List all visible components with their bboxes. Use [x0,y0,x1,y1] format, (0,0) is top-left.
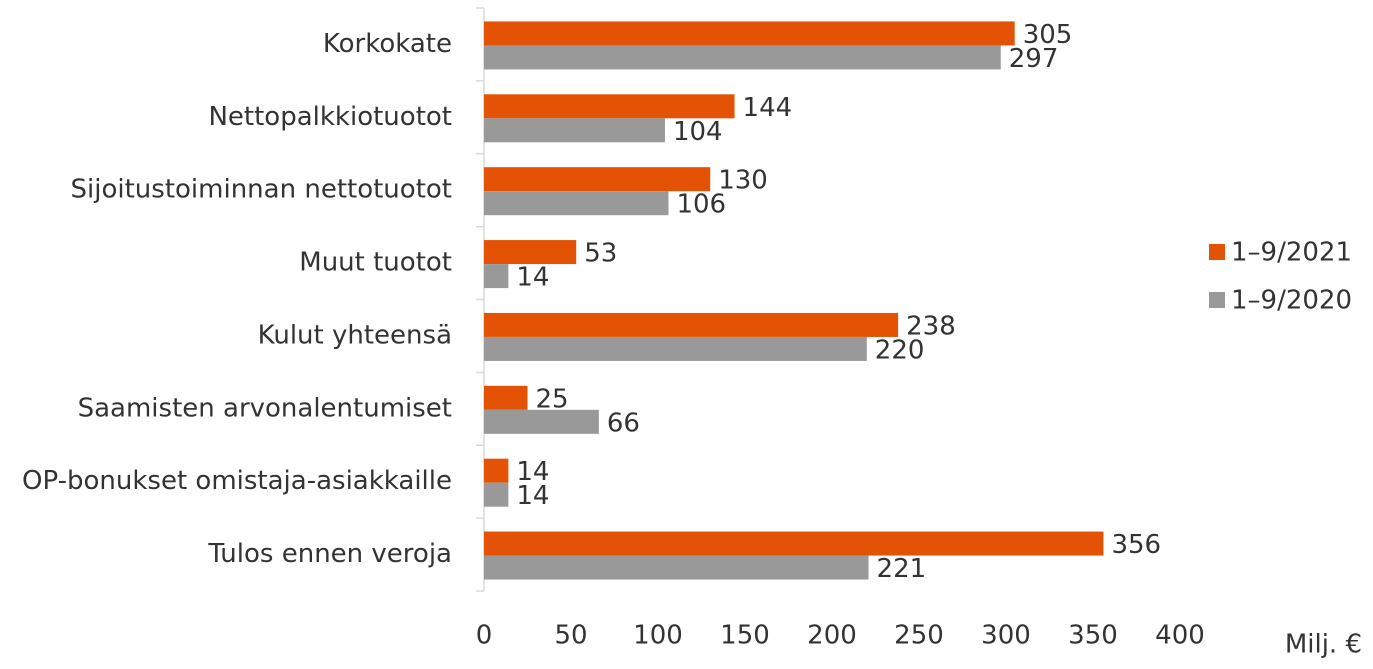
y-tick-label: OP-bonukset omistaja-asiakkaille [22,466,452,496]
value-label: 297 [1009,44,1059,74]
y-tick-label: Nettopalkkiotuotot [208,102,452,132]
legend-label: 1–9/2020 [1231,286,1352,316]
x-tick-label: 250 [894,621,944,651]
bar [484,45,1001,70]
y-tick-label: Tulos ennen veroja [207,539,452,569]
value-label: 221 [877,554,927,584]
x-tick-label: 300 [981,621,1031,651]
value-label: 104 [673,117,723,147]
x-tick-label: 400 [1155,621,1205,651]
bar [484,336,867,361]
x-tick-label: 50 [554,621,587,651]
bar [484,555,869,580]
y-tick-label: Korkokate [323,29,452,59]
value-label: 66 [607,408,640,438]
value-label: 144 [743,93,793,123]
y-tick-label: Kulut yhteensä [258,320,452,350]
y-tick-label: Sijoitustoiminnan nettotuotot [71,175,452,205]
bar [484,482,509,507]
bar [484,94,735,119]
value-label: 305 [1023,20,1073,50]
y-tick-label: Saamisten arvonalentumiset [78,393,452,423]
x-tick-label: 100 [633,621,683,651]
x-tick-label: 150 [720,621,770,651]
value-label: 53 [584,239,617,269]
value-label: 14 [516,457,549,487]
value-label: 14 [516,263,549,293]
legend-swatch [1209,292,1225,308]
value-label: 14 [516,481,549,511]
x-axis-label: Milj. € [1285,630,1362,660]
bar [484,240,577,265]
bar [484,312,899,337]
bar [484,409,599,434]
y-tick-label: Muut tuotot [299,248,452,278]
bar [484,531,1104,556]
legend-swatch [1209,244,1225,260]
legend-label: 1–9/2021 [1231,238,1352,268]
bar [484,385,528,410]
x-tick-label: 0 [476,621,493,651]
value-label: 25 [536,384,569,414]
value-label: 220 [875,335,925,365]
value-label: 130 [718,166,768,196]
value-label: 356 [1111,530,1161,560]
value-label: 238 [906,311,956,341]
x-tick-label: 350 [1068,621,1118,651]
x-tick-label: 200 [807,621,857,651]
bar [484,118,665,143]
bar [484,264,509,289]
bar [484,191,669,216]
bar [484,21,1015,46]
value-label: 106 [676,190,726,220]
bar [484,458,509,483]
bar [484,167,711,192]
